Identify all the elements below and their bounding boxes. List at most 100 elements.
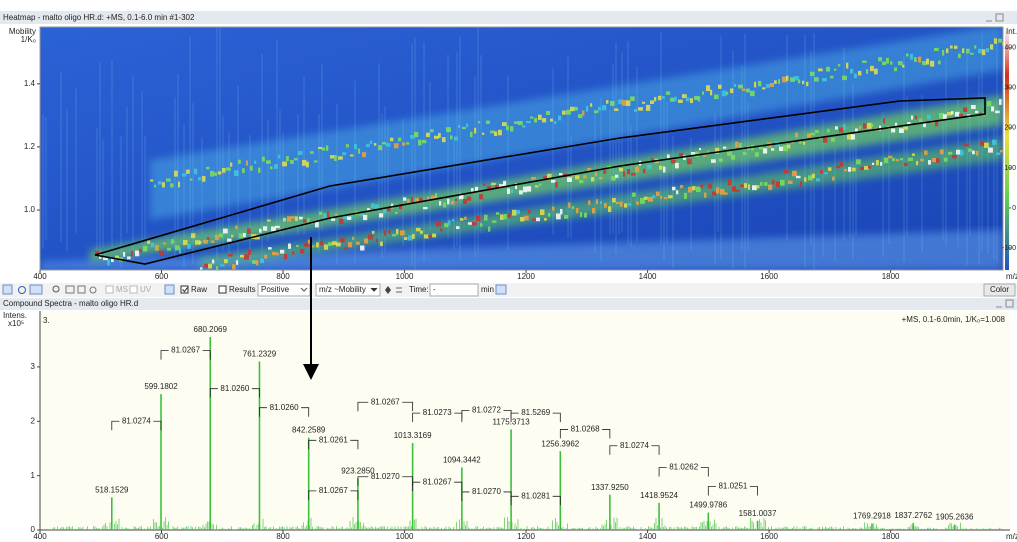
heatmap-cell — [666, 91, 670, 94]
heatmap-cell — [347, 216, 351, 219]
heatmap-cell — [704, 193, 707, 198]
heatmap-cell — [552, 207, 555, 211]
heatmap-cell — [871, 124, 873, 127]
heatmap-cell — [294, 158, 298, 160]
heatmap-cell — [560, 209, 562, 214]
time-input[interactable] — [430, 284, 478, 296]
results-label: Results — [229, 285, 256, 294]
heatmap-cell — [718, 85, 722, 89]
heatmap-cell — [774, 80, 777, 84]
toolbar-icon[interactable] — [496, 285, 506, 294]
heatmap-cell — [372, 231, 374, 234]
difference-label: 81.0251 — [718, 482, 747, 491]
heatmap-cell — [734, 84, 736, 87]
x-tick-label: 400 — [33, 532, 47, 541]
heatmap-cell — [159, 251, 164, 256]
app-window: Heatmap - malto oligo HR.d: +MS, 0.1-6.0… — [0, 0, 1017, 542]
heatmap-cell — [986, 48, 989, 52]
heatmap-cell — [739, 143, 742, 148]
heatmap-cell — [520, 217, 524, 221]
heatmap-cell — [963, 107, 967, 112]
heatmap-cell — [804, 177, 806, 181]
heatmap-cell — [755, 152, 759, 157]
heatmap-cell — [423, 207, 428, 209]
heatmap-cell — [339, 219, 343, 224]
heatmap — [40, 25, 1006, 271]
ms-checkbox[interactable] — [106, 286, 113, 293]
heatmap-cell — [599, 177, 602, 179]
heatmap-cell — [832, 177, 835, 181]
heatmap-cell — [446, 127, 451, 132]
heatmap-cell — [659, 166, 662, 170]
heatmap-cell — [310, 151, 314, 154]
heatmap-cell — [467, 196, 471, 200]
heatmap-cell — [322, 148, 325, 151]
heatmap-cell — [970, 53, 974, 55]
page: { "heatmap": { "title": "Heatmap - malto… — [0, 0, 1017, 542]
heatmap-cell — [154, 185, 156, 188]
heatmap-cell — [306, 162, 309, 168]
heatmap-cell — [466, 124, 468, 128]
heatmap-cell — [418, 140, 422, 146]
difference-label: 81.0273 — [423, 408, 452, 417]
heatmap-cell — [686, 97, 689, 101]
results-checkbox[interactable] — [219, 286, 226, 293]
heatmap-cell — [644, 197, 648, 200]
heatmap-cell — [268, 247, 272, 249]
heatmap-cell — [878, 57, 882, 61]
heatmap-cell — [534, 118, 537, 122]
heatmap-cell — [908, 158, 913, 161]
y-tick-label: 1.4 — [24, 79, 36, 88]
heatmap-cell — [598, 107, 601, 111]
heatmap-cell — [267, 220, 271, 222]
heatmap-cell — [412, 234, 415, 239]
heatmap-cell — [511, 189, 513, 193]
heatmap-cell — [863, 123, 866, 128]
heatmap-cell — [439, 201, 441, 205]
heatmap-cell — [836, 166, 840, 169]
heatmap-cell — [555, 182, 558, 187]
heatmap-cell — [562, 111, 566, 115]
toolbar-icon[interactable] — [165, 285, 174, 294]
heatmap-cell — [630, 96, 635, 101]
heatmap-cell — [178, 182, 180, 188]
heatmap-cell — [440, 229, 442, 232]
uv-checkbox[interactable] — [130, 286, 137, 293]
color-button-label: Color — [990, 285, 1009, 294]
toolbar-icon[interactable] — [3, 285, 12, 294]
heatmap-cell — [788, 181, 793, 184]
heatmap-cell — [223, 229, 228, 234]
toolbar: MS UV Raw Results Positive m/z ~Mobility… — [0, 283, 1017, 297]
polarity-value: Positive — [261, 285, 290, 294]
heatmap-cell — [575, 175, 579, 179]
heatmap-cell — [980, 141, 985, 146]
heatmap-cell — [787, 144, 790, 148]
heatmap-cell — [602, 105, 606, 110]
heatmap-cell — [699, 148, 701, 150]
heatmap-cell — [350, 154, 353, 156]
heatmap-cell — [864, 166, 869, 170]
toolbar-icon[interactable] — [30, 285, 42, 294]
heatmap-cell — [408, 235, 413, 240]
heatmap-cell — [274, 164, 278, 169]
heatmap-cell — [376, 239, 378, 243]
heatmap-cell — [252, 260, 256, 264]
heatmap-cell — [724, 192, 728, 194]
heatmap-cell — [219, 234, 223, 238]
heatmap-cell — [260, 259, 264, 263]
heatmap-cell — [514, 121, 519, 124]
heatmap-cell — [338, 156, 343, 159]
heatmap-cell — [243, 233, 246, 237]
x-tick-label: 1200 — [517, 532, 535, 541]
heatmap-cell — [696, 187, 701, 192]
heatmap-cell — [578, 114, 582, 118]
heatmap-cell — [816, 178, 820, 181]
panel-title: Compound Spectra - malto oligo HR.d — [3, 299, 138, 308]
heatmap-cell — [340, 238, 345, 242]
heatmap-cell — [262, 157, 265, 162]
heatmap-cell — [928, 160, 931, 165]
heatmap-cell — [364, 239, 368, 244]
intensity-tick-label: 400 — [1004, 45, 1016, 52]
heatmap-cell — [714, 95, 719, 100]
heatmap-cell — [352, 237, 354, 240]
